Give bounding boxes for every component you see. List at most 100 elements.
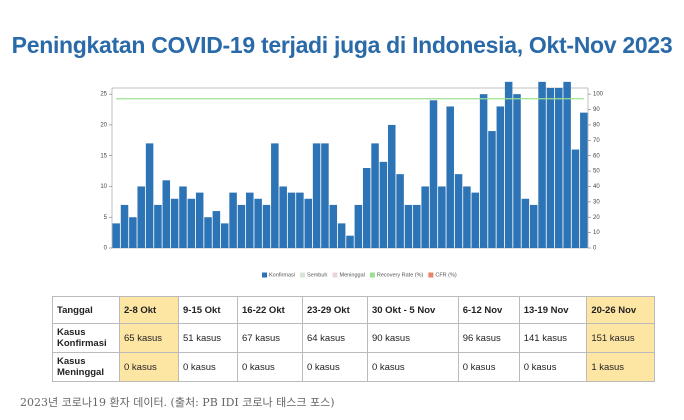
- y-tick-label: 10: [100, 184, 107, 190]
- bar: [538, 81, 546, 248]
- legend-swatch: [299, 272, 305, 278]
- y2-tick-label: 70: [593, 138, 600, 144]
- bar: [563, 81, 571, 248]
- bar: [513, 94, 521, 249]
- table-cell: 67 kasus: [237, 323, 303, 353]
- bar: [304, 198, 313, 248]
- y-tick-label: 0: [104, 246, 108, 252]
- bar: [504, 81, 513, 248]
- bar: [112, 223, 120, 248]
- bar: [529, 204, 538, 248]
- bar: [246, 192, 254, 248]
- bar: [346, 235, 354, 248]
- bar: [287, 192, 296, 248]
- bar: [454, 174, 463, 248]
- y2-tick-label: 90: [593, 107, 600, 113]
- bar: [312, 143, 321, 248]
- legend-swatch: [369, 272, 375, 278]
- table-cell: 0 kasus: [457, 352, 520, 382]
- table-cell: 30 Okt - 5 Nov: [366, 296, 459, 324]
- data-table: Tanggal 2-8 Okt 9-15 Okt 16-22 Okt 23-29 Okt…: [52, 296, 655, 382]
- table-cell: 0 kasus: [301, 352, 368, 382]
- bar: [229, 192, 237, 248]
- y2-tick-label: 10: [593, 230, 600, 236]
- bar: [463, 186, 471, 248]
- bar: [404, 204, 413, 248]
- table-cell: 0 kasus: [366, 352, 459, 382]
- table-cell: Kasus Konfirmasi: [52, 323, 120, 353]
- bar: [170, 198, 179, 248]
- bar: [279, 186, 287, 248]
- y2-tick-label: 40: [593, 184, 600, 190]
- bar: [379, 161, 388, 248]
- y-tick-label: 20: [100, 123, 107, 129]
- y2-tick-label: 30: [593, 199, 600, 205]
- bar: [212, 211, 221, 248]
- table-cell: 90 kasus: [366, 323, 459, 353]
- table-row: Tanggal 2-8 Okt 9-15 Okt 16-22 Okt 23-29 Okt…: [52, 296, 655, 324]
- legend-label: Recovery Rate (%): [377, 272, 424, 278]
- legend-swatch: [428, 272, 434, 278]
- bar: [329, 204, 338, 248]
- title: Peningkatan COVID-19 terjadi juga di Ind…: [11, 32, 673, 58]
- table-cell: Kasus Meninggal: [52, 352, 120, 382]
- table-cell: 13-19 Nov: [518, 296, 588, 324]
- bar: [154, 204, 162, 248]
- bar: [571, 149, 580, 248]
- bar: [413, 204, 421, 248]
- bar: [195, 192, 204, 248]
- bar: [271, 143, 279, 248]
- bar: [546, 88, 555, 248]
- table-cell: 151 kasus: [586, 323, 655, 353]
- bar: [237, 204, 246, 248]
- bar: [396, 174, 404, 248]
- bar: [204, 217, 212, 248]
- bar: [471, 192, 480, 248]
- bar: [521, 198, 530, 248]
- y-tick-label: 25: [100, 92, 107, 98]
- table-cell: 96 kasus: [457, 323, 520, 353]
- y2-tick-label: 60: [593, 153, 600, 159]
- table-cell: 0 kasus: [518, 352, 588, 382]
- legend-swatch: [262, 272, 267, 278]
- bar: [479, 94, 488, 249]
- bar: [446, 106, 454, 248]
- table-cell: 1 kasus: [586, 352, 655, 382]
- bar: [488, 131, 496, 248]
- table-cell: 6-12 Nov: [457, 296, 520, 324]
- caption: 2023년 코로나19 환자 데이터. (출처: PB IDI 코로나 태스크 …: [20, 396, 335, 409]
- bar: [371, 143, 379, 248]
- table-cell: 20-26 Nov: [586, 296, 655, 324]
- bar: [321, 143, 329, 248]
- legend-label: CFR (%): [435, 272, 457, 278]
- y2-tick-label: 80: [593, 123, 600, 129]
- legend-swatch: [332, 272, 338, 278]
- bar: [187, 198, 196, 248]
- legend-label: Meninggal: [339, 272, 364, 278]
- y2-tick-label: 100: [593, 92, 604, 98]
- table-cell: 16-22 Okt: [237, 296, 303, 324]
- bar: [555, 88, 563, 248]
- table-cell: 23-29 Okt: [301, 296, 368, 324]
- bar: [262, 204, 271, 248]
- chart: 0 5 10 15 20 25 0 10 20 30 40 50 60 70 80 90 100 Konfirma…: [100, 81, 604, 278]
- legend-label: Sembuh: [307, 272, 328, 278]
- table-row: Kasus Konfirmasi 65 kasus 51 kasus 67 kasus…: [52, 323, 655, 353]
- table-cell: 51 kasus: [178, 323, 238, 353]
- bar: [387, 124, 396, 248]
- bar: [421, 186, 429, 248]
- table-cell: 65 kasus: [119, 323, 179, 353]
- table-cell: 141 kasus: [518, 323, 588, 353]
- bar: [354, 204, 363, 248]
- bar: [438, 186, 446, 248]
- y2-tick-label: 20: [593, 215, 600, 221]
- bar: [337, 223, 346, 248]
- table-cell: 0 kasus: [119, 352, 179, 382]
- table-cell: 0 kasus: [237, 352, 303, 382]
- bar: [120, 204, 129, 248]
- bar: [296, 192, 304, 248]
- bar: [179, 186, 187, 248]
- y2-tick-label: 0: [593, 246, 597, 252]
- bar: [254, 198, 262, 248]
